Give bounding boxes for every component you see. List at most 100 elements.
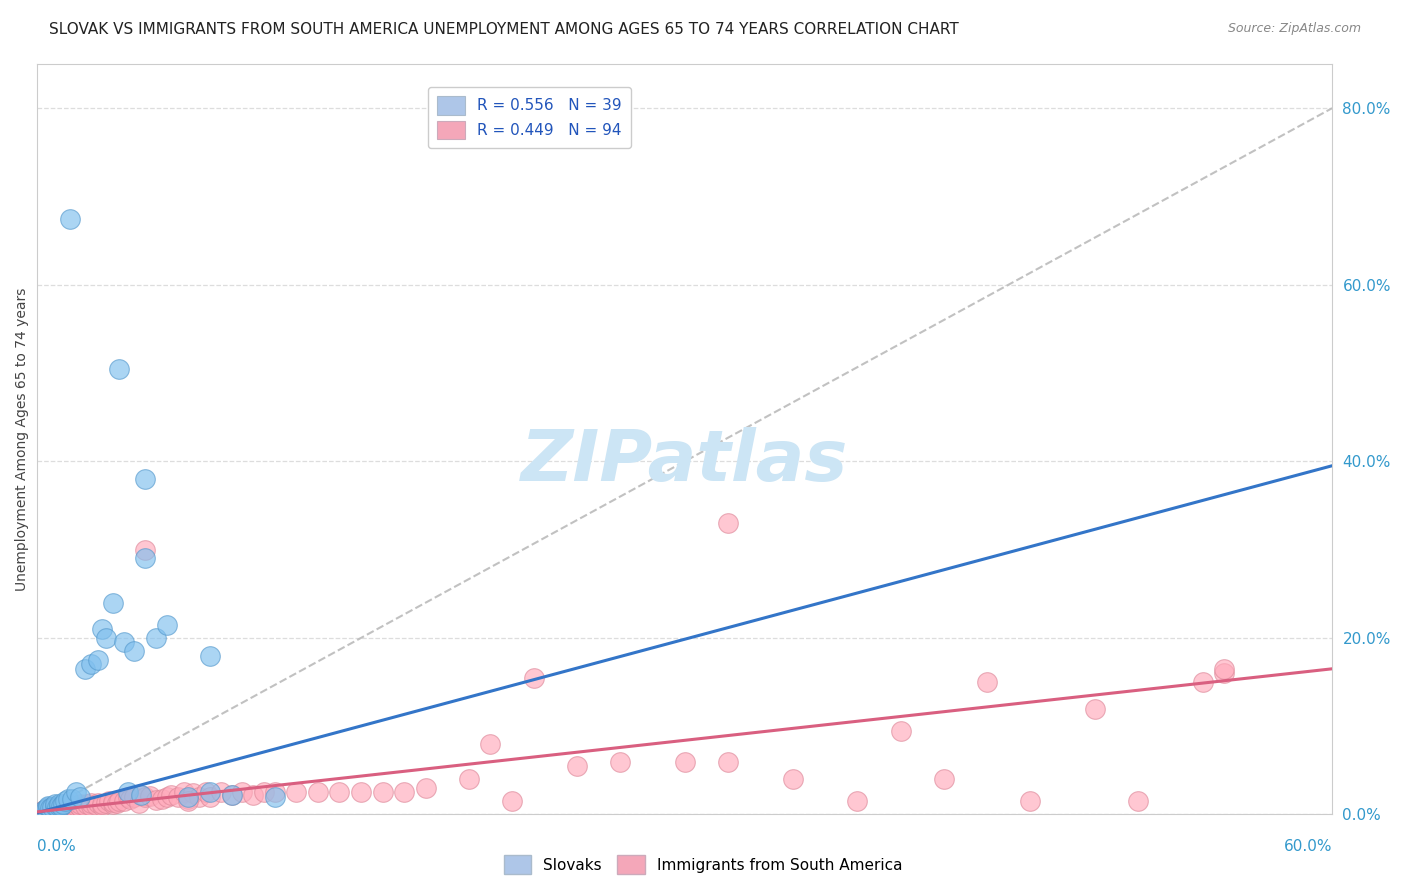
Point <box>45 800 67 814</box>
Point <box>177 791 200 805</box>
Point <box>45 801 67 815</box>
Point <box>479 737 502 751</box>
Point <box>231 785 253 799</box>
Point <box>56 791 79 805</box>
Point <box>48 800 70 814</box>
Point <box>48 798 70 813</box>
Point <box>285 785 308 799</box>
Point <box>138 789 160 803</box>
Point <box>134 472 156 486</box>
Point <box>67 797 90 812</box>
Point <box>156 617 179 632</box>
Text: SLOVAK VS IMMIGRANTS FROM SOUTH AMERICA UNEMPLOYMENT AMONG AGES 65 TO 74 YEARS C: SLOVAK VS IMMIGRANTS FROM SOUTH AMERICA … <box>49 22 959 37</box>
Point <box>181 786 204 800</box>
Point <box>31 804 53 818</box>
Point <box>717 755 740 769</box>
Point <box>782 772 804 787</box>
Point <box>87 796 110 810</box>
Text: Source: ZipAtlas.com: Source: ZipAtlas.com <box>1227 22 1361 36</box>
Point <box>717 516 740 530</box>
Point <box>32 803 55 817</box>
Point <box>35 802 58 816</box>
Point <box>59 800 82 814</box>
Point <box>52 801 75 815</box>
Point <box>44 802 66 816</box>
Point <box>80 796 103 810</box>
Point <box>221 788 243 802</box>
Point <box>177 794 200 808</box>
Point <box>44 797 66 811</box>
Point <box>96 631 118 645</box>
Point <box>160 788 183 802</box>
Point <box>37 803 59 817</box>
Point <box>37 801 59 815</box>
Point <box>1019 794 1042 808</box>
Point <box>39 801 62 815</box>
Point <box>242 788 264 802</box>
Point <box>501 794 523 808</box>
Point <box>371 785 394 799</box>
Point <box>96 796 118 810</box>
Point <box>44 800 66 814</box>
Point <box>91 797 114 811</box>
Point <box>87 653 110 667</box>
Text: ZIPatlas: ZIPatlas <box>522 427 848 496</box>
Point <box>1213 666 1236 681</box>
Point <box>307 785 329 799</box>
Text: 0.0%: 0.0% <box>38 839 76 855</box>
Point <box>101 797 124 811</box>
Point <box>37 800 59 814</box>
Legend: R = 0.556   N = 39, R = 0.449   N = 94: R = 0.556 N = 39, R = 0.449 N = 94 <box>427 87 631 148</box>
Point <box>59 211 82 226</box>
Point <box>105 796 128 810</box>
Point <box>69 789 91 804</box>
Point <box>145 631 167 645</box>
Point <box>263 789 285 804</box>
Point <box>55 799 77 814</box>
Text: 60.0%: 60.0% <box>1284 839 1331 855</box>
Point <box>80 798 103 813</box>
Point <box>35 802 58 816</box>
Point <box>65 798 87 813</box>
Point <box>1191 675 1213 690</box>
Point <box>565 759 588 773</box>
Point <box>221 788 243 802</box>
Point <box>112 794 135 808</box>
Point <box>69 797 91 811</box>
Point <box>1084 701 1107 715</box>
Point <box>49 798 72 813</box>
Point <box>44 798 66 813</box>
Point <box>194 785 217 799</box>
Point <box>173 785 195 799</box>
Point <box>177 789 200 804</box>
Point <box>458 772 481 787</box>
Point <box>198 648 221 663</box>
Point <box>415 780 437 795</box>
Point <box>129 788 152 802</box>
Point <box>188 789 211 804</box>
Point <box>39 802 62 816</box>
Point <box>41 800 63 814</box>
Point <box>673 755 696 769</box>
Point <box>129 788 152 802</box>
Point <box>889 723 911 738</box>
Point <box>198 789 221 804</box>
Point <box>48 798 70 813</box>
Point <box>41 800 63 814</box>
Point <box>328 785 350 799</box>
Point <box>350 785 373 799</box>
Point <box>117 789 139 804</box>
Point <box>76 797 98 811</box>
Point <box>124 644 146 658</box>
Point <box>73 798 96 813</box>
Point <box>976 675 998 690</box>
Point <box>56 798 79 813</box>
Point <box>145 793 167 807</box>
Point <box>124 789 146 804</box>
Point <box>263 785 285 799</box>
Point <box>80 657 103 672</box>
Point <box>91 622 114 636</box>
Y-axis label: Unemployment Among Ages 65 to 74 years: Unemployment Among Ages 65 to 74 years <box>15 287 30 591</box>
Point <box>73 662 96 676</box>
Point <box>41 801 63 815</box>
